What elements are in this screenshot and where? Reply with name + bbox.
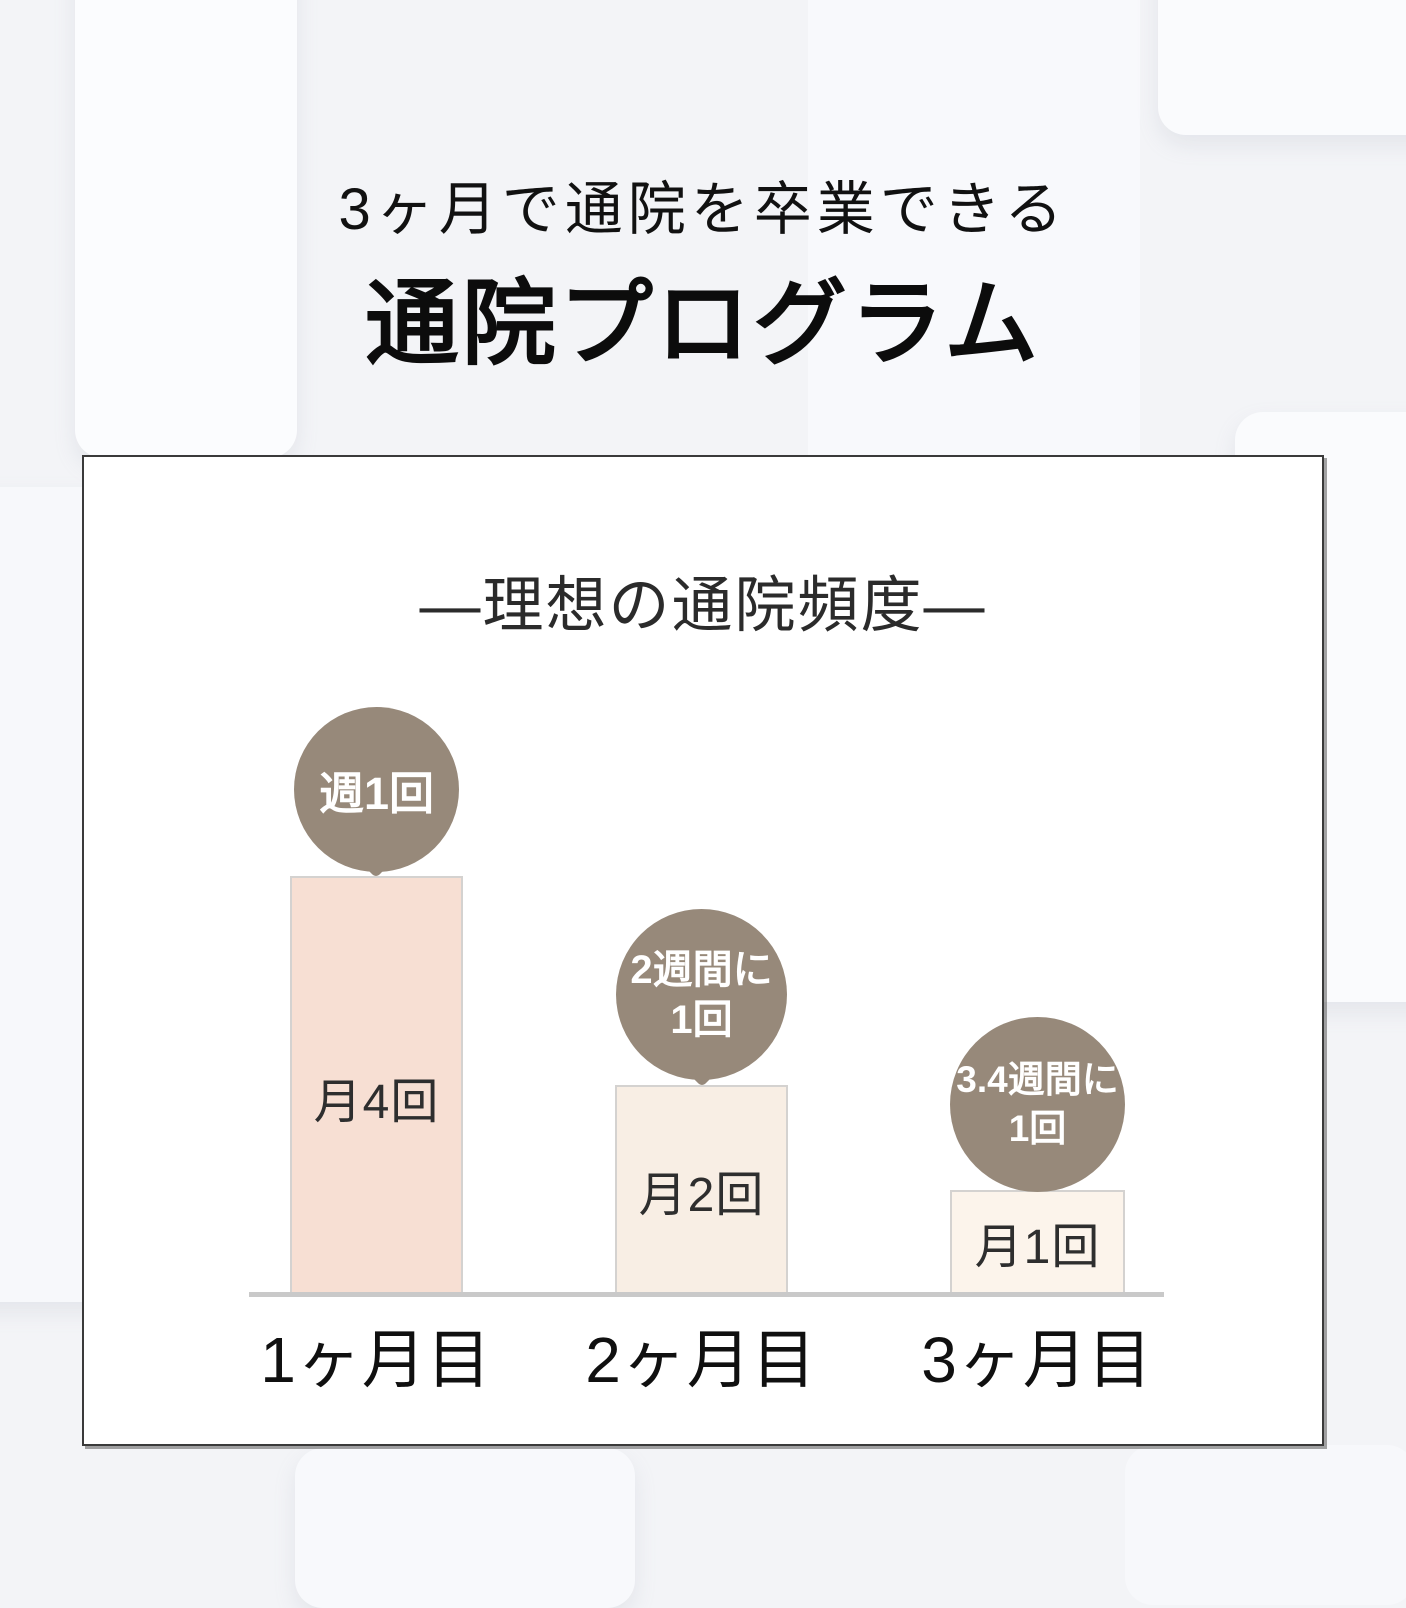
bubble-label: 週1回 <box>318 768 435 819</box>
chart-title: ―理想の通院頻度― <box>419 571 987 639</box>
page-title: 通院プログラム <box>364 271 1042 376</box>
background-tile <box>1158 0 1406 135</box>
chart-card: ―理想の通院頻度― 週1回 2週間に 1回 3.4週間に 1回 月4回 月2回 … <box>82 455 1324 1446</box>
bar-month2: 月2回 <box>615 1085 788 1294</box>
infographic-page: { "header": { "subtitle": "3ヶ月で通院を卒業できる"… <box>75 0 1406 1446</box>
bar-month3: 月1回 <box>950 1190 1125 1294</box>
frequency-bubble-month2: 2週間に 1回 <box>616 909 787 1080</box>
x-axis-line <box>249 1292 1164 1297</box>
axis-label-month3: 3ヶ月目 <box>921 1324 1153 1396</box>
frequency-bubble-month3: 3.4週間に 1回 <box>950 1017 1125 1192</box>
bubble-label: 1回 <box>670 997 733 1042</box>
bar-value-label: 月4回 <box>313 1076 440 1129</box>
axis-label-month1: 1ヶ月目 <box>260 1324 492 1396</box>
bar-value-label: 月1回 <box>974 1221 1101 1274</box>
frequency-bubble-month1: 週1回 <box>294 707 459 872</box>
axis-label-month2: 2ヶ月目 <box>585 1324 817 1396</box>
background-tile <box>1125 1445 1406 1605</box>
page-subtitle: 3ヶ月で通院を卒業できる <box>338 177 1068 242</box>
bubble-label: 1回 <box>1008 1107 1067 1149</box>
background-tile <box>75 0 297 458</box>
background-tile <box>295 1448 635 1608</box>
bubble-label: 2週間に <box>630 947 773 992</box>
bar-value-label: 月2回 <box>638 1168 765 1222</box>
bar-month1: 月4回 <box>290 876 463 1294</box>
bubble-label: 3.4週間に <box>956 1059 1119 1101</box>
